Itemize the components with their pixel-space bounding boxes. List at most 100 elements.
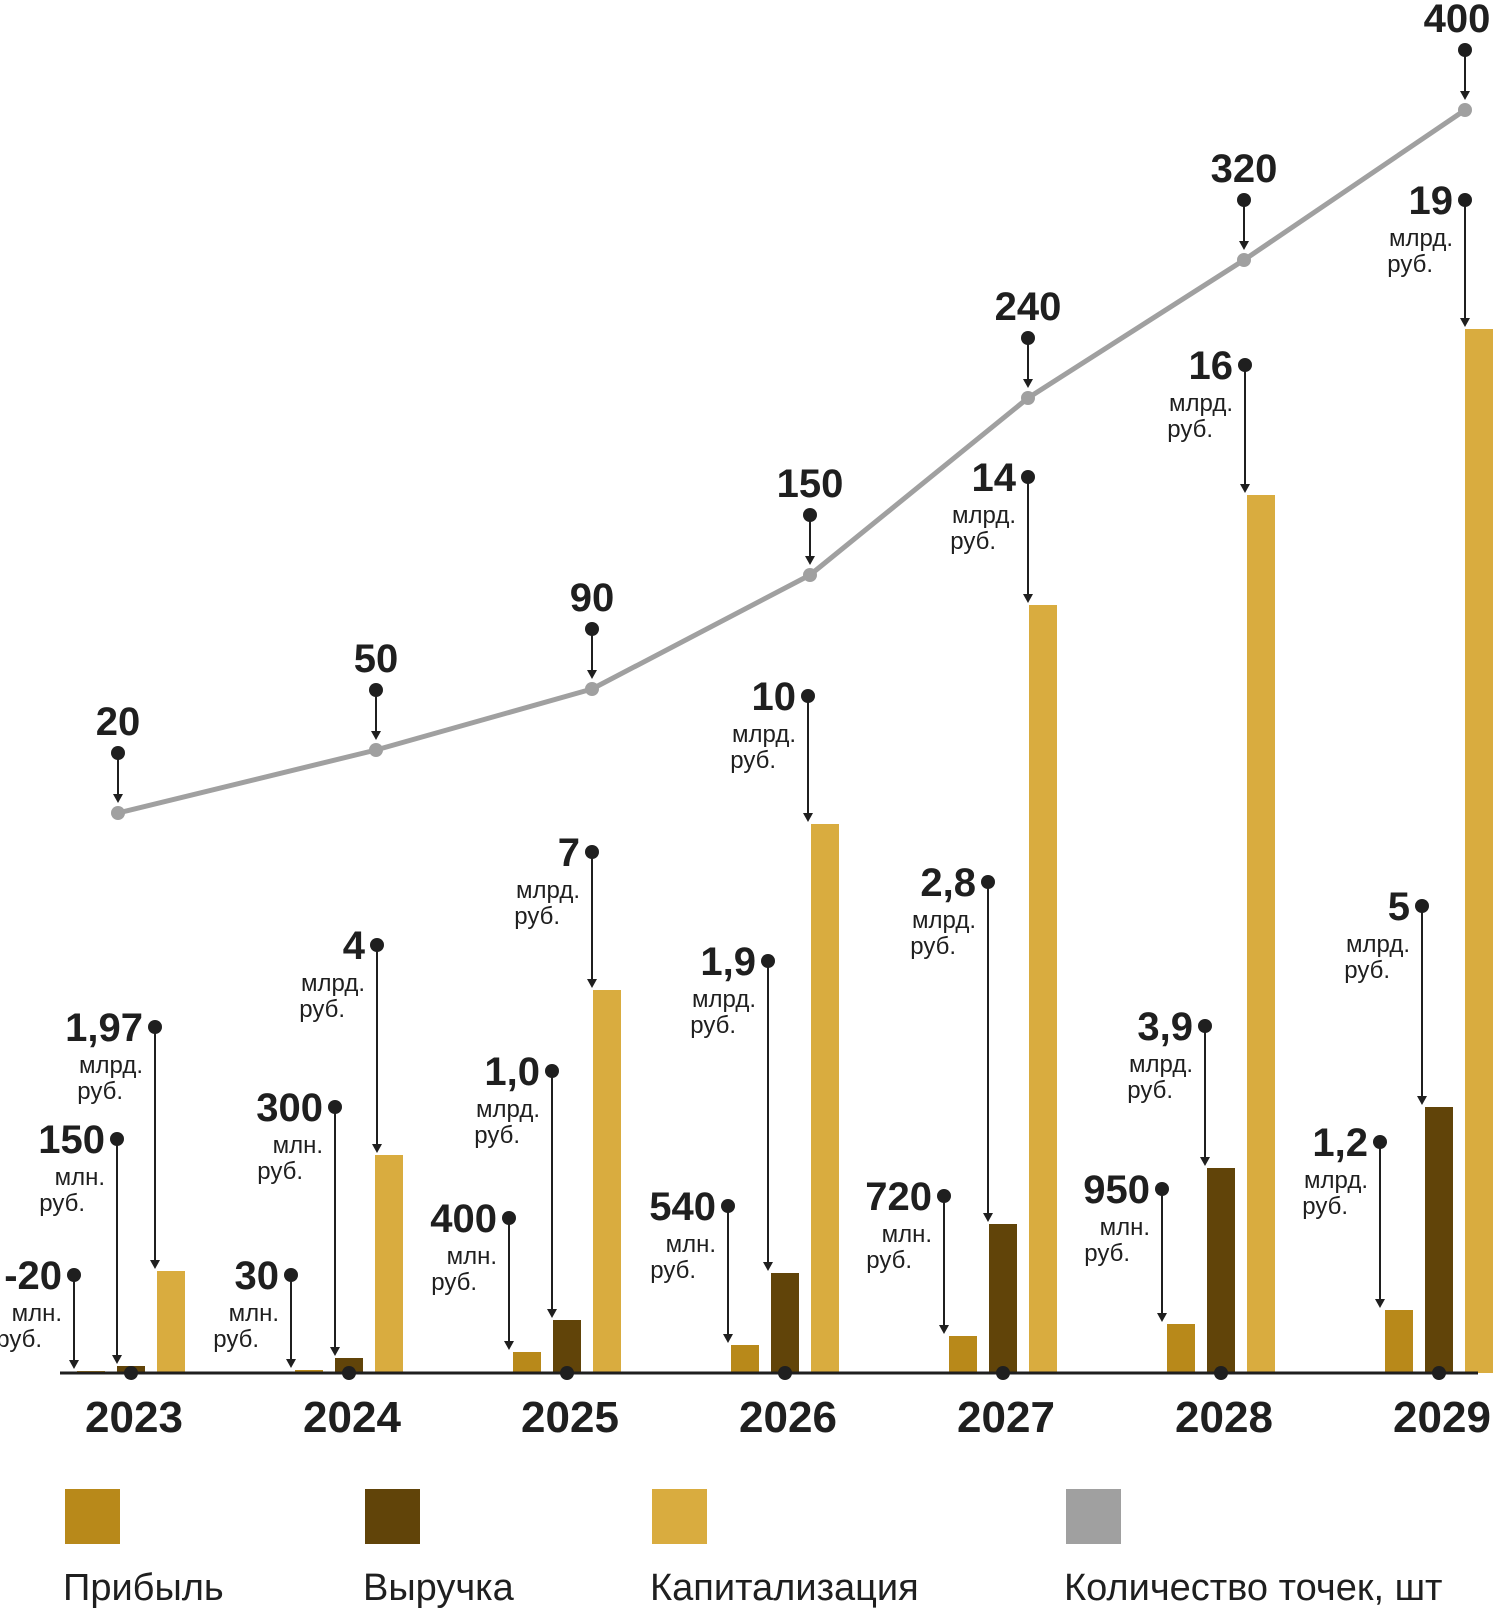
annotation-arrowhead bbox=[763, 1262, 773, 1271]
profit-unit-label: млн. bbox=[882, 1221, 932, 1248]
points-value-label: 240 bbox=[995, 285, 1062, 329]
x-tick-label-2025: 2025 bbox=[521, 1393, 619, 1442]
legend-item-points: Количество точек, шт bbox=[1064, 1489, 1442, 1609]
revenue-bar-2028 bbox=[1207, 1168, 1235, 1373]
annotation-arrowhead bbox=[372, 1144, 382, 1153]
profit-unit-label: млн. bbox=[229, 1300, 279, 1327]
legend-label-revenue: Выручка bbox=[363, 1567, 515, 1609]
revenue-unit-label: руб. bbox=[1344, 957, 1390, 984]
revenue-value-label: 3,9 bbox=[1137, 1005, 1193, 1049]
revenue-value-label: 150 bbox=[38, 1118, 105, 1162]
profit-unit-label: руб. bbox=[1084, 1240, 1130, 1267]
revenue-value-label: 2,8 bbox=[920, 861, 976, 905]
profit-value-label: 720 bbox=[865, 1175, 932, 1219]
revenue-unit-label: млрд. bbox=[1129, 1051, 1193, 1078]
legend-label-profit: Прибыль bbox=[63, 1567, 224, 1609]
annotation-arrowhead bbox=[1417, 1096, 1427, 1105]
x-tick-label-2023: 2023 bbox=[85, 1393, 183, 1442]
annotation-arrowhead bbox=[330, 1347, 340, 1356]
legend-item-revenue: Выручка bbox=[363, 1489, 515, 1609]
profit-unit-label: руб. bbox=[1302, 1193, 1348, 1220]
revenue-value-label: 1,9 bbox=[700, 940, 756, 984]
capitalization-value-label: 14 bbox=[972, 456, 1017, 500]
capitalization-unit-label: руб. bbox=[77, 1078, 123, 1105]
annotation-arrowhead bbox=[1460, 91, 1470, 100]
annotation-arrowhead bbox=[1375, 1299, 1385, 1308]
capitalization-unit-label: руб. bbox=[299, 996, 345, 1023]
annotation-arrowhead bbox=[939, 1325, 949, 1334]
profit-bar-2029 bbox=[1385, 1310, 1413, 1373]
legend-swatch-capitalization bbox=[652, 1489, 707, 1544]
revenue-value-label: 300 bbox=[256, 1086, 323, 1130]
legend-swatch-profit bbox=[65, 1489, 120, 1544]
revenue-unit-label: млрд. bbox=[476, 1096, 540, 1123]
revenue-unit-label: млн. bbox=[273, 1132, 323, 1159]
points-marker-2023 bbox=[111, 806, 125, 820]
annotation-arrowhead bbox=[113, 794, 123, 803]
points-value-label: 90 bbox=[570, 576, 615, 620]
revenue-unit-label: руб. bbox=[910, 933, 956, 960]
profit-unit-label: млрд. bbox=[1304, 1167, 1368, 1194]
profit-bar-2026 bbox=[731, 1345, 759, 1373]
revenue-unit-label: руб. bbox=[474, 1122, 520, 1149]
points-value-label: 50 bbox=[354, 637, 399, 681]
annotation-arrowhead bbox=[1023, 379, 1033, 388]
capitalization-unit-label: млрд. bbox=[1389, 225, 1453, 252]
annotation-arrowhead bbox=[150, 1260, 160, 1269]
profit-value-label: -20 bbox=[4, 1254, 62, 1298]
capitalization-bar-2023 bbox=[157, 1271, 185, 1373]
x-axis-ticks: 2023 2024 2025 2026 2027 2028 2029 bbox=[85, 1366, 1491, 1442]
capitalization-unit-label: млрд. bbox=[952, 502, 1016, 529]
annotation-arrowhead bbox=[1240, 484, 1250, 493]
x-tick-dot-2025 bbox=[560, 1366, 574, 1380]
revenue-value-label: 1,0 bbox=[484, 1050, 540, 1094]
revenue-bar-2029 bbox=[1425, 1107, 1453, 1373]
x-tick-dot-2023 bbox=[124, 1366, 138, 1380]
capitalization-unit-label: руб. bbox=[1167, 416, 1213, 443]
capitalization-unit-label: млрд. bbox=[301, 970, 365, 997]
x-tick-label-2029: 2029 bbox=[1393, 1393, 1491, 1442]
x-tick-label-2028: 2028 bbox=[1175, 1393, 1273, 1442]
bars-layer bbox=[77, 329, 1493, 1373]
annotation-arrowhead bbox=[803, 813, 813, 822]
capitalization-unit-label: руб. bbox=[730, 747, 776, 774]
points-annotation-2025: 90 bbox=[570, 576, 615, 679]
points-value-label: 320 bbox=[1211, 147, 1278, 191]
legend: Прибыль Выручка Капитализация Количество то… bbox=[63, 1489, 1442, 1609]
revenue-unit-label: млрд. bbox=[912, 907, 976, 934]
capitalization-bar-2024 bbox=[375, 1155, 403, 1373]
points-line-layer bbox=[111, 103, 1472, 820]
points-value-label: 20 bbox=[96, 700, 141, 744]
annotation-arrowhead bbox=[1023, 594, 1033, 603]
annotation-arrowhead bbox=[1460, 318, 1470, 327]
x-tick-dot-2027 bbox=[996, 1366, 1010, 1380]
x-tick-dot-2026 bbox=[778, 1366, 792, 1380]
profit-bar-2025 bbox=[513, 1352, 541, 1373]
profit-unit-label: руб. bbox=[431, 1269, 477, 1296]
annotation-arrowhead bbox=[983, 1213, 993, 1222]
profit-value-label: 950 bbox=[1083, 1168, 1150, 1212]
profit-value-label: 1,2 bbox=[1312, 1121, 1368, 1165]
annotation-arrowhead bbox=[112, 1355, 122, 1364]
revenue-unit-label: млрд. bbox=[1346, 931, 1410, 958]
capitalization-bar-2028 bbox=[1247, 495, 1275, 1373]
profit-bar-2028 bbox=[1167, 1324, 1195, 1373]
capitalization-bar-2026 bbox=[811, 824, 839, 1373]
revenue-unit-label: млрд. bbox=[692, 986, 756, 1013]
x-tick-label-2027: 2027 bbox=[957, 1393, 1055, 1442]
capitalization-unit-label: руб. bbox=[514, 903, 560, 930]
